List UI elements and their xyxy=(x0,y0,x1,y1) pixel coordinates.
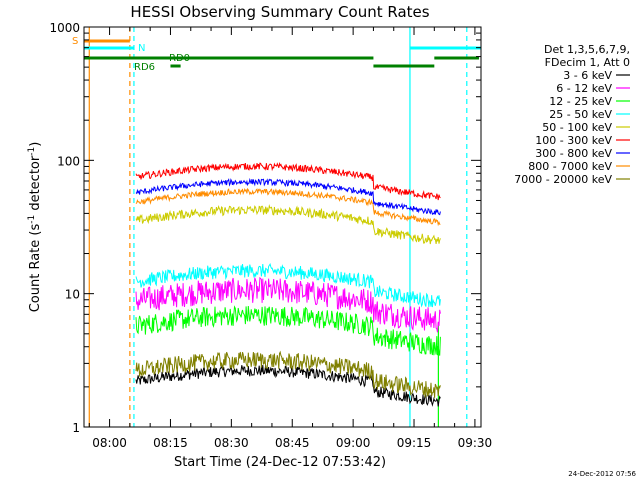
series-line-8 xyxy=(135,350,441,398)
series-line-4 xyxy=(135,204,441,245)
legend-entry-label: 50 - 100 keV xyxy=(542,121,612,134)
x-tick-label: 08:00 xyxy=(92,436,127,450)
x-tick-label: 09:15 xyxy=(397,436,432,450)
flag-label-n: N xyxy=(138,43,145,54)
legend-entry-label: 12 - 25 keV xyxy=(549,95,612,108)
chart-title: HESSI Observing Summary Count Rates xyxy=(130,3,429,21)
legend-entry-label: 800 - 7000 keV xyxy=(528,160,612,173)
plot-area: S N RD0 RD6 xyxy=(72,27,481,427)
series-line-1 xyxy=(135,276,441,333)
x-tick-label: 08:30 xyxy=(214,436,249,450)
series-line-0 xyxy=(135,364,441,407)
flag-label-rd6: RD6 xyxy=(134,62,155,73)
flag-label-rd0: RD0 xyxy=(169,53,190,64)
legend-entry-label: 3 - 6 keV xyxy=(563,69,612,82)
x-tick-label: 08:45 xyxy=(275,436,310,450)
legend-entry-label: 6 - 12 keV xyxy=(556,82,612,95)
y-tick-label: 10 xyxy=(65,288,80,302)
series-line-2 xyxy=(135,305,441,356)
y-tick-label: 1000 xyxy=(49,21,80,35)
series-line-6 xyxy=(135,177,441,216)
x-tick-label: 09:00 xyxy=(336,436,371,450)
flag-label-s: S xyxy=(72,36,78,47)
legend-entry-label: 100 - 300 keV xyxy=(535,134,612,147)
x-axis-label: Start Time (24-Dec-12 07:53:42) xyxy=(174,455,386,470)
x-axis: 08:00 08:15 08:30 08:45 09:00 09:15 09:30 xyxy=(88,27,493,450)
series-line-5 xyxy=(135,161,441,201)
legend-entry-label: 300 - 800 keV xyxy=(535,147,612,160)
legend-header-line-2: FDecim 1, Att 0 xyxy=(545,56,630,69)
series-line-3 xyxy=(135,263,441,308)
x-tick-label: 08:15 xyxy=(153,436,188,450)
legend-entry-label: 25 - 50 keV xyxy=(549,108,612,121)
timestamp: 24-Dec-2012 07:56 xyxy=(568,470,636,478)
y-axis: 1 10 100 1000 xyxy=(49,21,481,435)
x-tick-label: 09:30 xyxy=(458,436,493,450)
plot-frame xyxy=(83,26,482,428)
legend: Det 1,3,5,6,7,9, FDecim 1, Att 0 3 - 6 k… xyxy=(514,43,630,186)
legend-header-line-1: Det 1,3,5,6,7,9, xyxy=(544,43,630,56)
series-line-7 xyxy=(135,187,441,227)
y-tick-label: 1 xyxy=(72,421,80,435)
legend-entry-label: 7000 - 20000 keV xyxy=(514,173,612,186)
y-tick-label: 100 xyxy=(57,154,80,168)
y-axis-label: Count Rate (s-1 detector-1) xyxy=(27,142,43,313)
